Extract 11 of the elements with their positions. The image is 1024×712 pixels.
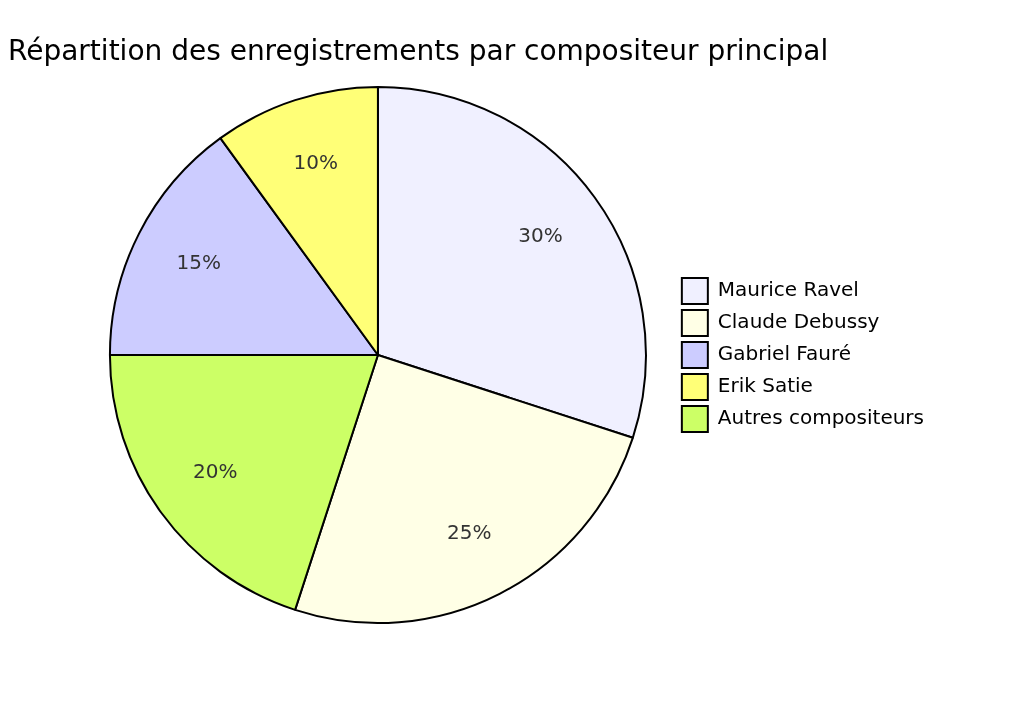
legend-label: Gabriel Fauré [717,341,851,366]
data-label: 25% [446,520,492,545]
legend-label: Maurice Ravel [717,277,859,302]
data-label: 30% [518,223,563,248]
legend-label: Autres compositeurs [717,405,924,430]
chart-title: Répartition des enregistrements par compositeur principal [7,34,829,67]
data-label: 15% [176,249,222,274]
legend-label: Erik Satie [717,373,813,398]
data-label: 10% [293,150,339,175]
legend-label: Claude Debussy [717,309,880,334]
data-label: 20% [193,459,238,484]
